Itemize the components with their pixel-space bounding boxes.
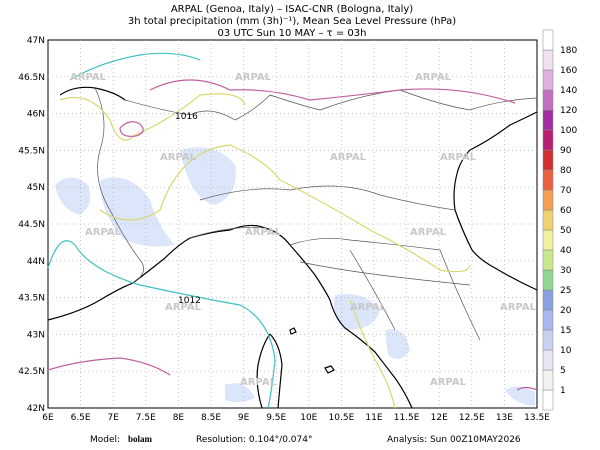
contour-label: 1012	[178, 296, 201, 306]
colorbar-label: 180	[560, 46, 577, 56]
header-line: 3h total precipitation (mm (3h)⁻¹), Mean…	[128, 16, 456, 27]
lat-label: 42.5N	[18, 367, 45, 377]
lat-label: 44.5N	[18, 220, 45, 230]
lon-label: 12.5E	[459, 413, 485, 423]
colorbar-label: 60	[560, 206, 572, 216]
lat-label: 46.5N	[18, 73, 45, 83]
watermark: ARPAL	[245, 227, 282, 238]
colorbar-segment	[542, 309, 554, 331]
lat-label: 47N	[27, 36, 45, 46]
colorbar-segment	[542, 129, 554, 151]
lon-label: 10.5E	[329, 413, 355, 423]
colorbar-label: 70	[560, 186, 572, 196]
colorbar-label: 40	[560, 246, 572, 256]
watermark: ARPAL	[430, 377, 467, 388]
watermark: ARPAL	[85, 227, 122, 238]
colorbar-segment	[542, 209, 554, 231]
colorbar-segment	[542, 169, 554, 191]
lon-label: 7E	[107, 413, 119, 423]
watermarks: ARPAL ARPAL ARPAL ARPAL ARPAL ARPAL ARPAL ARPAL…	[70, 72, 537, 388]
lat-label: 45N	[27, 183, 45, 193]
lat-label: 45.5N	[18, 146, 45, 156]
lon-label: 12E	[431, 413, 448, 423]
colorbar-label: 80	[560, 166, 572, 176]
colorbar-segment	[542, 229, 554, 251]
watermark: ARPAL	[165, 302, 202, 313]
colorbar-segment	[542, 189, 554, 211]
watermark: ARPAL	[330, 152, 367, 163]
colorbar-label: 120	[560, 106, 577, 116]
colorbar-label: 5	[560, 366, 566, 376]
watermark: ARPAL	[235, 72, 272, 83]
lon-label: 9.5E	[266, 413, 286, 423]
colorbar-label: 140	[560, 86, 577, 96]
footer-model-label: Model:	[90, 435, 120, 445]
lon-label: 10E	[300, 413, 317, 423]
header-line: 03 UTC Sun 10 MAY – τ = 03h	[218, 28, 367, 39]
colorbar-segment	[542, 109, 554, 131]
watermark: ARPAL	[160, 152, 197, 163]
watermark: ARPAL	[440, 152, 477, 163]
footer-model: bolam	[128, 434, 153, 444]
grid	[48, 40, 537, 408]
lon-label: 13.5E	[524, 413, 550, 423]
colorbar-segment	[542, 149, 554, 171]
colorbar-segment	[542, 29, 554, 51]
colorbar-segment	[542, 69, 554, 91]
lon-label: 8E	[173, 413, 185, 423]
axis-labels: 47N 46.5N 46N 45.5N 45N 44.5N 44N 43.5N 43N 42.5N…	[18, 36, 550, 423]
pressure-contours	[47, 52, 538, 409]
colorbar-segment	[542, 89, 554, 111]
lat-label: 42N	[27, 404, 45, 414]
colorbar-label: 25	[560, 286, 571, 296]
footer-resolution: Resolution: 0.104°/0.074°	[196, 435, 312, 445]
colorbar-label: 100	[560, 126, 577, 136]
lat-label: 46N	[27, 110, 45, 120]
watermark: ARPAL	[500, 302, 537, 313]
colorbar-segment	[542, 329, 554, 351]
colorbar-label: 15	[560, 326, 571, 336]
watermark: ARPAL	[240, 377, 277, 388]
footer-analysis: Analysis: Sun 00Z10MAY2026	[387, 435, 521, 445]
precipitation	[55, 147, 535, 406]
colorbar-segment	[542, 389, 554, 411]
lon-label: 8.5E	[201, 413, 221, 423]
watermark: ARPAL	[350, 302, 387, 313]
header-line: ARPAL (Genoa, Italy) – ISAC-CNR (Bologna…	[171, 4, 413, 15]
lon-label: 6E	[42, 413, 54, 423]
lon-label: 9E	[238, 413, 250, 423]
lon-label: 6.5E	[71, 413, 91, 423]
colorbar-segment	[542, 369, 554, 391]
watermark: ARPAL	[415, 72, 452, 83]
colorbar-label: 1	[560, 386, 566, 396]
colorbar-label: 50	[560, 226, 572, 236]
colorbar-label: 20	[560, 306, 572, 316]
lon-label: 11E	[365, 413, 382, 423]
colorbar-segment	[542, 49, 554, 71]
watermark: ARPAL	[70, 72, 107, 83]
colorbar-label: 10	[560, 346, 572, 356]
colorbar-segment	[542, 249, 554, 271]
colorbar-label: 30	[560, 266, 572, 276]
colorbar-segment	[542, 269, 554, 291]
contour-label: 1016	[175, 112, 198, 122]
colorbar-segment	[542, 349, 554, 371]
colorbar-segment	[542, 289, 554, 311]
colorbar-label: 160	[560, 66, 577, 76]
lat-label: 43N	[27, 330, 45, 340]
lat-label: 44N	[27, 257, 45, 267]
borders	[94, 87, 538, 341]
lon-label: 7.5E	[136, 413, 156, 423]
watermark: ARPAL	[410, 227, 447, 238]
colorbar-label: 90	[560, 146, 572, 156]
lon-label: 11.5E	[394, 413, 420, 423]
lon-label: 13E	[496, 413, 513, 423]
lat-label: 43.5N	[18, 294, 45, 304]
